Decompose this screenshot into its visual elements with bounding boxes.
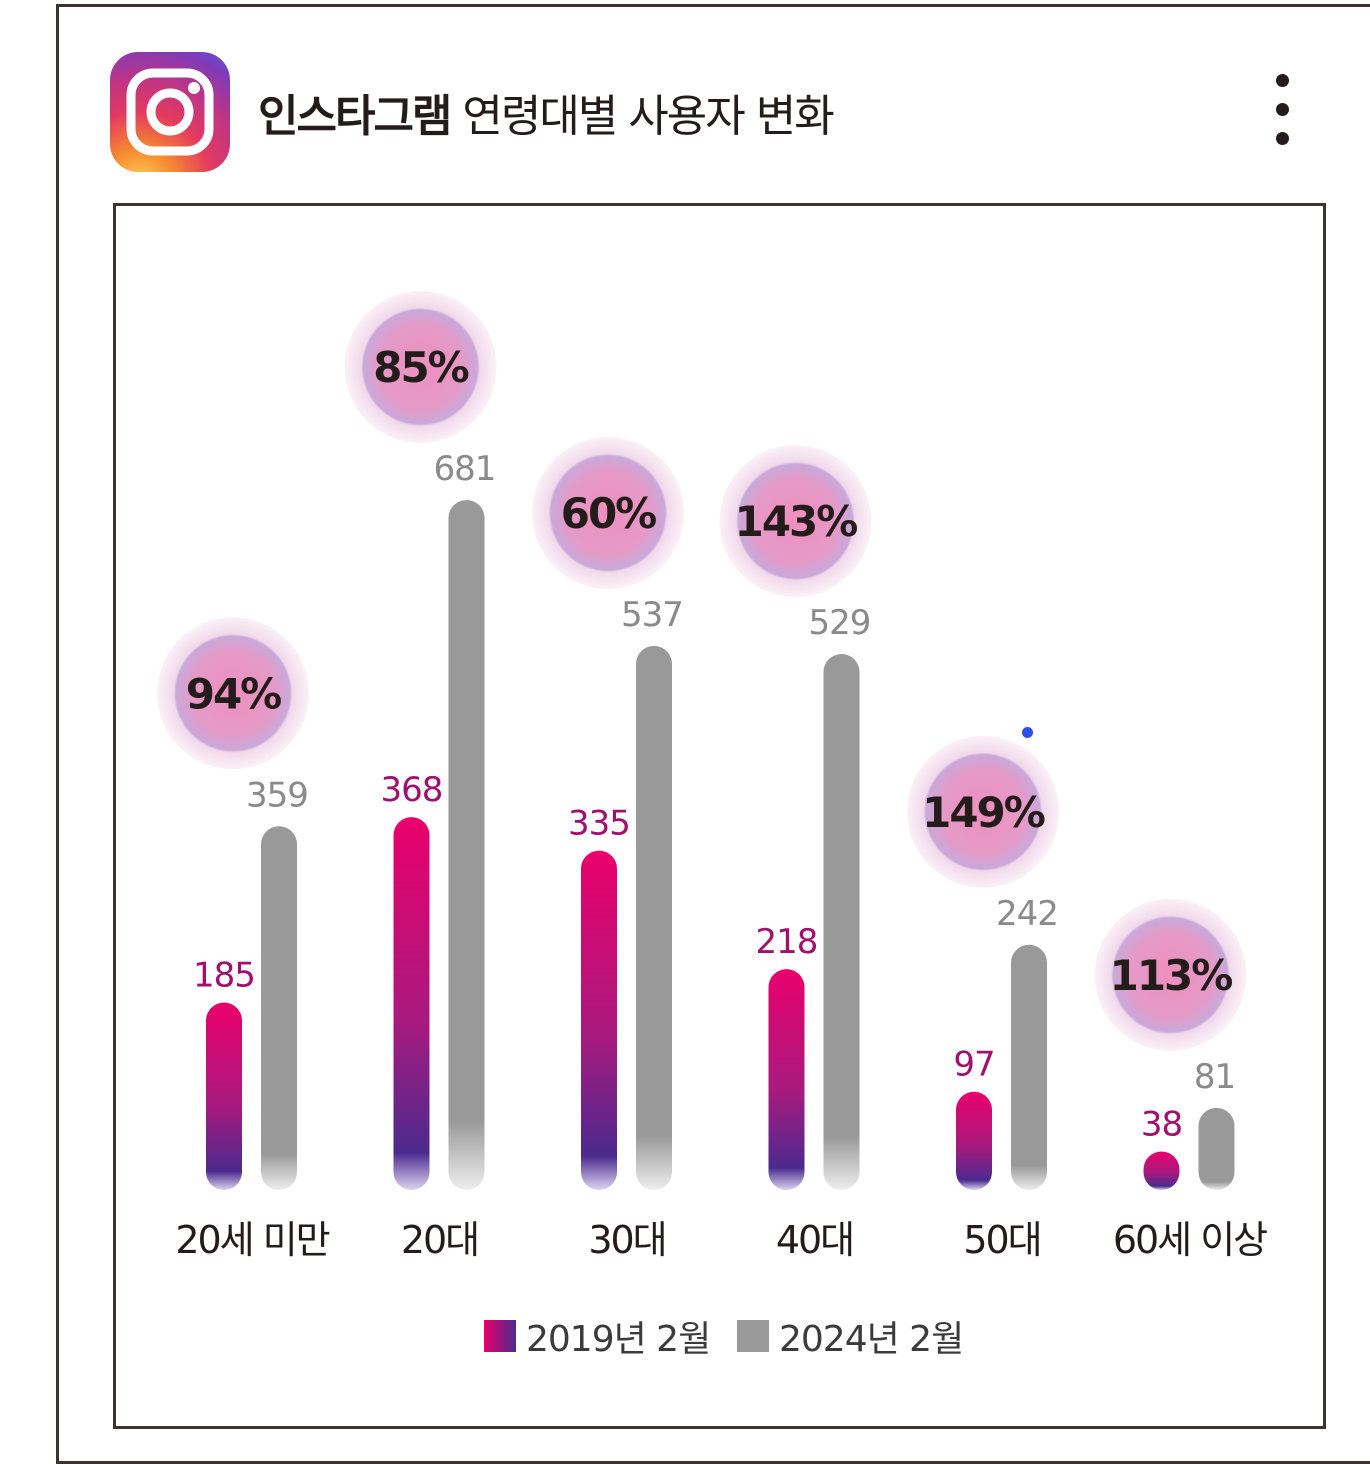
- data-label-2019: 185: [193, 956, 255, 996]
- data-label-2024: 529: [809, 603, 871, 643]
- growth-bubble: [1094, 898, 1247, 1051]
- category-label: 20세 미만: [175, 1218, 329, 1262]
- title-rest: 연령대별 사용자 변화: [462, 91, 834, 142]
- data-label-2019: 368: [381, 770, 443, 810]
- kebab-menu-icon[interactable]: [1268, 72, 1298, 152]
- bar-2019: [393, 817, 430, 1190]
- bar-2024: [636, 645, 672, 1190]
- category-label: 40대: [776, 1218, 853, 1262]
- growth-label: 94%: [186, 669, 281, 718]
- category-label: 60세 이상: [1113, 1218, 1267, 1262]
- marker-dot: [1022, 727, 1033, 738]
- data-label-2024: 81: [1194, 1057, 1235, 1097]
- category-label: 50대: [963, 1218, 1040, 1262]
- growth-label: 60%: [561, 489, 656, 538]
- legend-label-2024: 2024년 2월: [779, 1319, 964, 1360]
- title-bold: 인스타그램: [258, 91, 452, 142]
- growth-label: 149%: [922, 788, 1045, 837]
- growth-bubble: [907, 735, 1059, 888]
- bar-2019: [1143, 1151, 1180, 1190]
- bar-2024: [448, 500, 485, 1190]
- growth-bubble: [532, 436, 684, 589]
- bar-2024: [1198, 1107, 1235, 1190]
- category-label: 30대: [588, 1218, 665, 1262]
- data-label-2019: 38: [1141, 1104, 1182, 1144]
- bar-chart: 185 359 368 681 335 537 218 529 97 242 38 81 94% 85%…: [157, 291, 1269, 1262]
- growth-bubble: [719, 445, 872, 598]
- legend-label-2019: 2019년 2월: [526, 1319, 711, 1360]
- bar-2019: [956, 1091, 992, 1190]
- data-label-2024: 359: [246, 775, 308, 815]
- data-label-2019: 97: [953, 1045, 994, 1085]
- bar-2019: [768, 969, 805, 1190]
- chart-frame: [113, 203, 1326, 1429]
- growth-bubble: [157, 617, 309, 770]
- growth-label: 113%: [1110, 951, 1233, 1000]
- category-label: 20대: [401, 1218, 478, 1262]
- header: 인스타그램 연령대별 사용자 변화: [110, 52, 1310, 174]
- bar-2024: [1011, 944, 1047, 1190]
- growth-label: 143%: [735, 497, 858, 546]
- bar-2019: [206, 1002, 242, 1190]
- data-label-2019: 335: [568, 804, 630, 844]
- growth-label: 85%: [373, 343, 468, 392]
- data-label-2019: 218: [756, 922, 818, 962]
- data-label-2024: 537: [621, 595, 683, 635]
- page-title: 인스타그램 연령대별 사용자 변화: [258, 80, 835, 144]
- legend-swatch-2019: [484, 1320, 516, 1352]
- bar-2024: [261, 826, 297, 1190]
- data-label-2024: 242: [996, 894, 1058, 934]
- growth-bubble: [344, 291, 497, 443]
- legend-swatch-2024: [737, 1320, 769, 1352]
- instagram-icon: [110, 52, 230, 172]
- data-label-2024: 681: [434, 449, 496, 489]
- bar-2024: [823, 654, 860, 1190]
- bar-2019: [581, 850, 617, 1190]
